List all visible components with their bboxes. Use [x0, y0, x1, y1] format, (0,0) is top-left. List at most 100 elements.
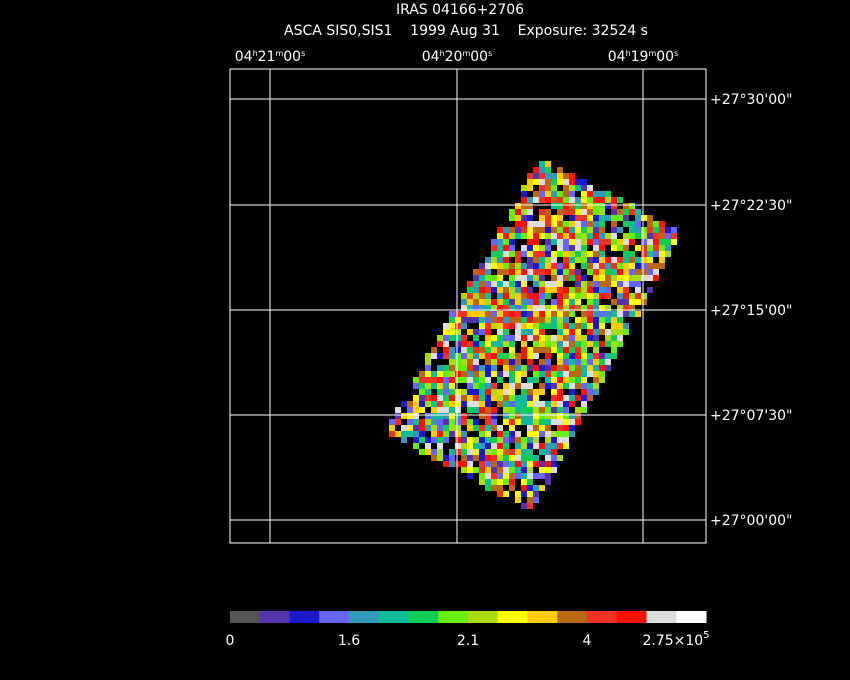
pixel — [671, 227, 677, 233]
pixel — [539, 167, 545, 173]
pixel — [467, 461, 473, 467]
pixel — [581, 335, 587, 341]
pixel — [467, 299, 473, 305]
pixel — [581, 359, 587, 365]
pixel — [539, 425, 545, 431]
pixel — [473, 359, 479, 365]
pixel — [479, 269, 485, 275]
pixel — [575, 269, 581, 275]
pixel — [503, 365, 509, 371]
pixel — [527, 419, 533, 425]
pixel — [623, 293, 629, 299]
pixel — [563, 203, 569, 209]
pixel — [503, 323, 509, 329]
pixel — [533, 389, 539, 395]
pixel — [533, 455, 539, 461]
pixel — [467, 281, 473, 287]
pixel — [569, 401, 575, 407]
pixel — [515, 311, 521, 317]
pixel — [641, 299, 647, 305]
pixel — [551, 239, 557, 245]
pixel — [665, 239, 671, 245]
pixel — [593, 317, 599, 323]
pixel — [533, 491, 539, 497]
pixel — [485, 305, 491, 311]
pixel — [623, 329, 629, 335]
pixel — [653, 263, 659, 269]
pixel — [521, 233, 527, 239]
colorbar-swatch — [259, 611, 290, 623]
pixel — [617, 329, 623, 335]
pixel — [527, 287, 533, 293]
pixel — [473, 407, 479, 413]
pixel — [413, 395, 419, 401]
pixel — [527, 479, 533, 485]
pixel — [539, 407, 545, 413]
pixel — [473, 455, 479, 461]
pixel — [605, 335, 611, 341]
pixel — [563, 275, 569, 281]
pixel — [521, 287, 527, 293]
pixel — [539, 383, 545, 389]
pixel — [425, 443, 431, 449]
pixel — [581, 227, 587, 233]
pixel — [557, 347, 563, 353]
pixel — [485, 431, 491, 437]
pixel — [539, 275, 545, 281]
pixel — [617, 215, 623, 221]
pixel — [467, 383, 473, 389]
pixel — [575, 341, 581, 347]
pixel — [515, 443, 521, 449]
pixel — [641, 239, 647, 245]
pixel — [599, 377, 605, 383]
pixel — [497, 233, 503, 239]
pixel — [503, 359, 509, 365]
pixel — [581, 305, 587, 311]
pixel — [581, 347, 587, 353]
pixel — [497, 347, 503, 353]
pixel — [569, 233, 575, 239]
colorbar-swatch — [587, 611, 618, 623]
pixel — [497, 389, 503, 395]
pixel — [569, 191, 575, 197]
pixel — [491, 353, 497, 359]
pixel — [503, 233, 509, 239]
pixel — [587, 215, 593, 221]
pixel — [437, 341, 443, 347]
pixel — [569, 347, 575, 353]
pixel — [455, 407, 461, 413]
ra-label: 04h20m00s — [422, 49, 493, 65]
pixel — [569, 389, 575, 395]
pixel — [557, 269, 563, 275]
pixel — [467, 359, 473, 365]
pixel — [503, 293, 509, 299]
pixel — [485, 299, 491, 305]
pixel — [443, 341, 449, 347]
pixel — [461, 455, 467, 461]
pixel — [521, 491, 527, 497]
pixel — [497, 353, 503, 359]
pixel — [461, 371, 467, 377]
pixel — [509, 365, 515, 371]
pixel — [485, 407, 491, 413]
pixel — [419, 401, 425, 407]
pixel — [479, 395, 485, 401]
pixel — [539, 389, 545, 395]
pixel — [497, 449, 503, 455]
pixel — [467, 347, 473, 353]
pixel — [491, 437, 497, 443]
pixel — [581, 293, 587, 299]
pixel — [467, 437, 473, 443]
pixel — [551, 215, 557, 221]
pixel — [533, 173, 539, 179]
pixel — [509, 407, 515, 413]
pixel — [599, 197, 605, 203]
pixel — [509, 317, 515, 323]
pixel — [503, 479, 509, 485]
pixel — [605, 305, 611, 311]
pixel — [629, 209, 635, 215]
pixel — [419, 389, 425, 395]
pixel — [581, 341, 587, 347]
pixel — [485, 455, 491, 461]
